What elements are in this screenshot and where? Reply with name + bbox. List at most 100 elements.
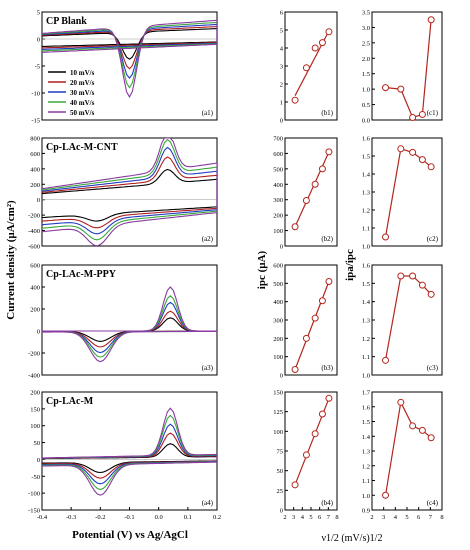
data-point bbox=[311, 314, 319, 322]
cv-curve-50mVs bbox=[42, 286, 217, 363]
y-tick-label: 0 bbox=[280, 244, 283, 251]
data-point bbox=[397, 398, 405, 406]
data-point bbox=[382, 84, 390, 92]
y-tick-label: 1.0 bbox=[362, 87, 370, 94]
x-tick-label: 2 bbox=[370, 514, 373, 521]
data-point bbox=[302, 451, 310, 459]
data-point bbox=[409, 114, 417, 122]
y-tick-label: 400 bbox=[273, 299, 283, 306]
y-tick-label: 0 bbox=[37, 329, 40, 336]
y-tick-label: 500 bbox=[273, 281, 283, 288]
y-tick-label: 1.5 bbox=[362, 281, 370, 288]
cv-curves bbox=[42, 286, 217, 363]
y-tick-label: 600 bbox=[30, 263, 40, 270]
data-point bbox=[291, 223, 299, 231]
panel-title: Cp-LAc-M-PPY bbox=[46, 269, 117, 280]
x-tick-label: 4 bbox=[301, 514, 305, 521]
data-point bbox=[311, 430, 319, 438]
data-point bbox=[325, 278, 333, 285]
y-tick-label: 1.3 bbox=[362, 318, 370, 325]
b-y-axis-label: ipc (µA) bbox=[256, 250, 268, 289]
y-tick-label: 0.5 bbox=[362, 102, 370, 109]
x-tick-label: 5 bbox=[405, 514, 408, 521]
y-tick-label: 1.4 bbox=[362, 299, 371, 306]
x-tick-label: 7 bbox=[327, 514, 331, 521]
x-tick-label: 3 bbox=[382, 514, 385, 521]
legend-label: 50 mV/s bbox=[70, 109, 95, 117]
cv-curve-20mVs bbox=[42, 310, 217, 348]
cv-curve-40mVs bbox=[42, 21, 217, 89]
y-tick-label: 300 bbox=[273, 318, 283, 325]
data-point bbox=[397, 85, 405, 93]
y-tick-label: 200 bbox=[30, 390, 40, 397]
panel-title: CP Blank bbox=[46, 16, 87, 27]
fit-line bbox=[294, 281, 330, 370]
y-tick-label: -5 bbox=[35, 64, 40, 71]
y-tick-label: 600 bbox=[273, 151, 283, 158]
fit-line bbox=[294, 151, 330, 227]
y-tick-label: 1 bbox=[280, 100, 283, 107]
x-tick-label: 8 bbox=[440, 514, 443, 521]
y-tick-label: -600 bbox=[28, 244, 40, 251]
y-tick-label: -15 bbox=[31, 118, 40, 125]
panel-c3: 1.0 1.1 1.2 1.3 1.4 1.5 1.6 (c3) bbox=[362, 263, 443, 380]
data-point bbox=[302, 64, 310, 72]
y-tick-label: 50 bbox=[34, 440, 41, 447]
y-tick-label: 600 bbox=[30, 151, 40, 158]
plot-frame bbox=[371, 264, 443, 376]
x-tick-label: 0.1 bbox=[184, 514, 192, 521]
x-tick-label: -0.4 bbox=[37, 514, 48, 521]
y-tick-label: 2.5 bbox=[362, 40, 370, 47]
data-point bbox=[318, 410, 326, 418]
x-tick-label: 0.2 bbox=[213, 514, 221, 521]
y-tick-label: -200 bbox=[28, 213, 40, 220]
data-point bbox=[311, 180, 319, 188]
panel-tag: (a3) bbox=[202, 364, 214, 372]
shared-x-axis-label: ν1/2 (mV/s)1/2 bbox=[322, 533, 383, 544]
y-tick-label: 100 bbox=[273, 354, 283, 361]
cv-curve-20mVs bbox=[42, 25, 217, 70]
panel-c1: 0.0 0.5 1.0 1.5 2.0 2.5 3.0 3.5 (c1) bbox=[362, 10, 443, 125]
panel-tag: (c2) bbox=[427, 235, 439, 243]
data-point bbox=[318, 297, 326, 305]
data-point bbox=[291, 366, 299, 373]
cv-curve-20mVs bbox=[42, 156, 217, 229]
y-tick-label: 50 bbox=[277, 468, 284, 475]
y-tick-label: 100 bbox=[30, 423, 40, 430]
y-tick-label: 0 bbox=[37, 197, 40, 204]
y-tick-label: 75 bbox=[277, 449, 284, 456]
panel-b2: 0 100 200 300 400 500 600 700 (b2) bbox=[273, 136, 338, 251]
y-tick-label: 1.3 bbox=[362, 190, 370, 197]
y-tick-label: 150 bbox=[30, 406, 40, 413]
x-tick-label: 4 bbox=[394, 514, 398, 521]
data-point bbox=[325, 394, 333, 402]
y-tick-label: 400 bbox=[273, 182, 283, 189]
y-tick-label: -10 bbox=[31, 91, 40, 98]
data-point bbox=[409, 422, 417, 430]
legend-label: 20 mV/s bbox=[70, 79, 95, 87]
x-tick-label: 0.0 bbox=[155, 514, 163, 521]
data-point bbox=[302, 334, 310, 342]
y-tick-label: 5 bbox=[37, 10, 40, 17]
cv-curve-40mVs bbox=[42, 295, 217, 358]
y-tick-label: 500 bbox=[273, 166, 283, 173]
panel-tag: (c1) bbox=[427, 109, 439, 117]
panel-tag: (b4) bbox=[321, 499, 333, 507]
data-point bbox=[418, 156, 426, 164]
panel-tag: (b1) bbox=[321, 109, 333, 117]
data-point bbox=[325, 148, 333, 156]
series-line bbox=[384, 275, 432, 361]
panel-c4: 0.9 1.0 1.1 1.2 1.3 1.4 1.5 1.6 1.7 2 3 4 5 6 7 8(c4) bbox=[362, 390, 444, 522]
data-point bbox=[325, 28, 333, 36]
series-line bbox=[384, 400, 432, 496]
y-tick-label: -400 bbox=[28, 228, 40, 235]
x-tick-label: 2 bbox=[283, 514, 286, 521]
panel-tag: (c4) bbox=[427, 499, 439, 507]
x-tick-label: 6 bbox=[318, 514, 322, 521]
data-point bbox=[418, 426, 426, 434]
y-tick-label: -200 bbox=[28, 351, 40, 358]
panel-a4: -150 -100 -50 0 50 100 150 200 -0.4 -0.3 -0.2 -0.1 0… bbox=[28, 390, 221, 522]
panel-b3: 0 100 200 300 400 500 600 (b3) bbox=[273, 263, 338, 380]
y-tick-label: 1.7 bbox=[362, 390, 371, 397]
